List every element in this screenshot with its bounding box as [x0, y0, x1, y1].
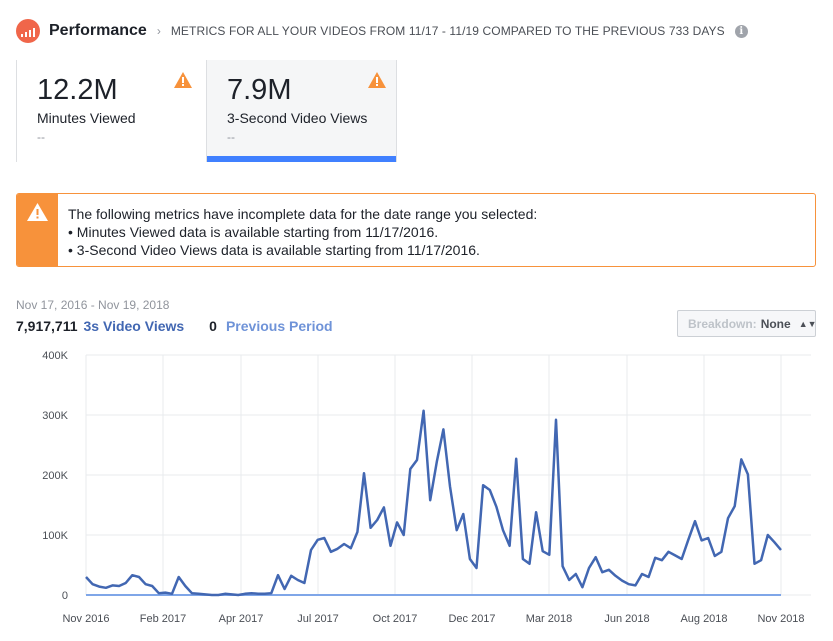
alert-line: • Minutes Viewed data is available start…: [68, 224, 439, 240]
tab-minutes-viewed[interactable]: 12.2M Minutes Viewed --: [16, 60, 206, 162]
y-tick-label: 100K: [42, 530, 68, 542]
y-tick-label: 300K: [42, 410, 68, 422]
incomplete-data-alert: The following metrics have incomplete da…: [16, 193, 816, 267]
alert-sidebar: [17, 194, 58, 266]
metric-delta: --: [227, 130, 235, 144]
previous-total: 0: [209, 318, 217, 334]
section-title[interactable]: Performance: [49, 22, 147, 39]
warning-icon[interactable]: [174, 72, 192, 88]
caret-updown-icon: ▲▼: [798, 318, 817, 329]
alert-line: The following metrics have incomplete da…: [68, 206, 538, 222]
metric-value: 12.2M: [37, 74, 118, 106]
x-tick-label: Jul 2017: [297, 613, 339, 625]
x-tick-label: Nov 2018: [757, 613, 804, 625]
x-tick-label: Feb 2017: [140, 613, 186, 625]
tab-3-second-video-views[interactable]: 7.9M 3-Second Video Views --: [206, 60, 397, 162]
section-subtitle: METRICS FOR ALL YOUR VIDEOS FROM 11/17 -…: [170, 24, 725, 38]
metric-value: 7.9M: [227, 74, 292, 106]
series-summary: 7,917,711 3s Video Views 0 Previous Peri…: [16, 318, 333, 334]
series-total: 7,917,711: [16, 318, 78, 334]
alert-line: • 3-Second Video Views data is available…: [68, 242, 480, 258]
performance-chart-icon: [16, 19, 40, 43]
series-legend-3s-views[interactable]: 3s Video Views: [83, 318, 185, 334]
metric-label: 3-Second Video Views: [227, 110, 368, 126]
selected-tab-indicator: [207, 156, 396, 162]
metric-label: Minutes Viewed: [37, 110, 136, 126]
performance-header: Performance › METRICS FOR ALL YOUR VIDEO…: [16, 18, 833, 44]
y-tick-label: 200K: [42, 470, 68, 482]
warning-icon: [27, 203, 48, 221]
x-tick-label: Jun 2018: [604, 613, 649, 625]
breakdown-value: None: [760, 316, 791, 331]
series-line-3s-video-views[interactable]: [85, 409, 782, 597]
x-tick-label: Apr 2017: [219, 613, 264, 625]
breakdown-label: Breakdown:: [688, 316, 757, 331]
x-tick-label: Oct 2017: [373, 613, 418, 625]
warning-icon[interactable]: [368, 72, 386, 88]
x-tick-label: Aug 2018: [680, 613, 727, 625]
info-icon[interactable]: i: [734, 24, 748, 38]
alert-message: The following metrics have incomplete da…: [58, 194, 537, 266]
chevron-right-icon: ›: [156, 24, 161, 38]
y-tick-label: 0: [62, 590, 68, 602]
series-legend-previous[interactable]: Previous Period: [225, 318, 333, 334]
x-tick-label: Dec 2017: [448, 613, 495, 625]
date-range: Nov 17, 2016 - Nov 19, 2018: [16, 298, 170, 312]
breakdown-dropdown[interactable]: Breakdown: None ▲▼: [677, 310, 817, 337]
y-tick-label: 400K: [42, 350, 68, 362]
metric-tabs: 12.2M Minutes Viewed -- 7.9M 3-Second Vi…: [16, 60, 397, 162]
x-tick-label: Nov 2016: [62, 613, 109, 625]
metric-delta: --: [37, 130, 45, 144]
x-tick-label: Mar 2018: [526, 613, 572, 625]
views-line-chart: 0 100K 200K 300K 400K Nov 2016 Feb 2017 Apr 201…: [42, 350, 811, 625]
